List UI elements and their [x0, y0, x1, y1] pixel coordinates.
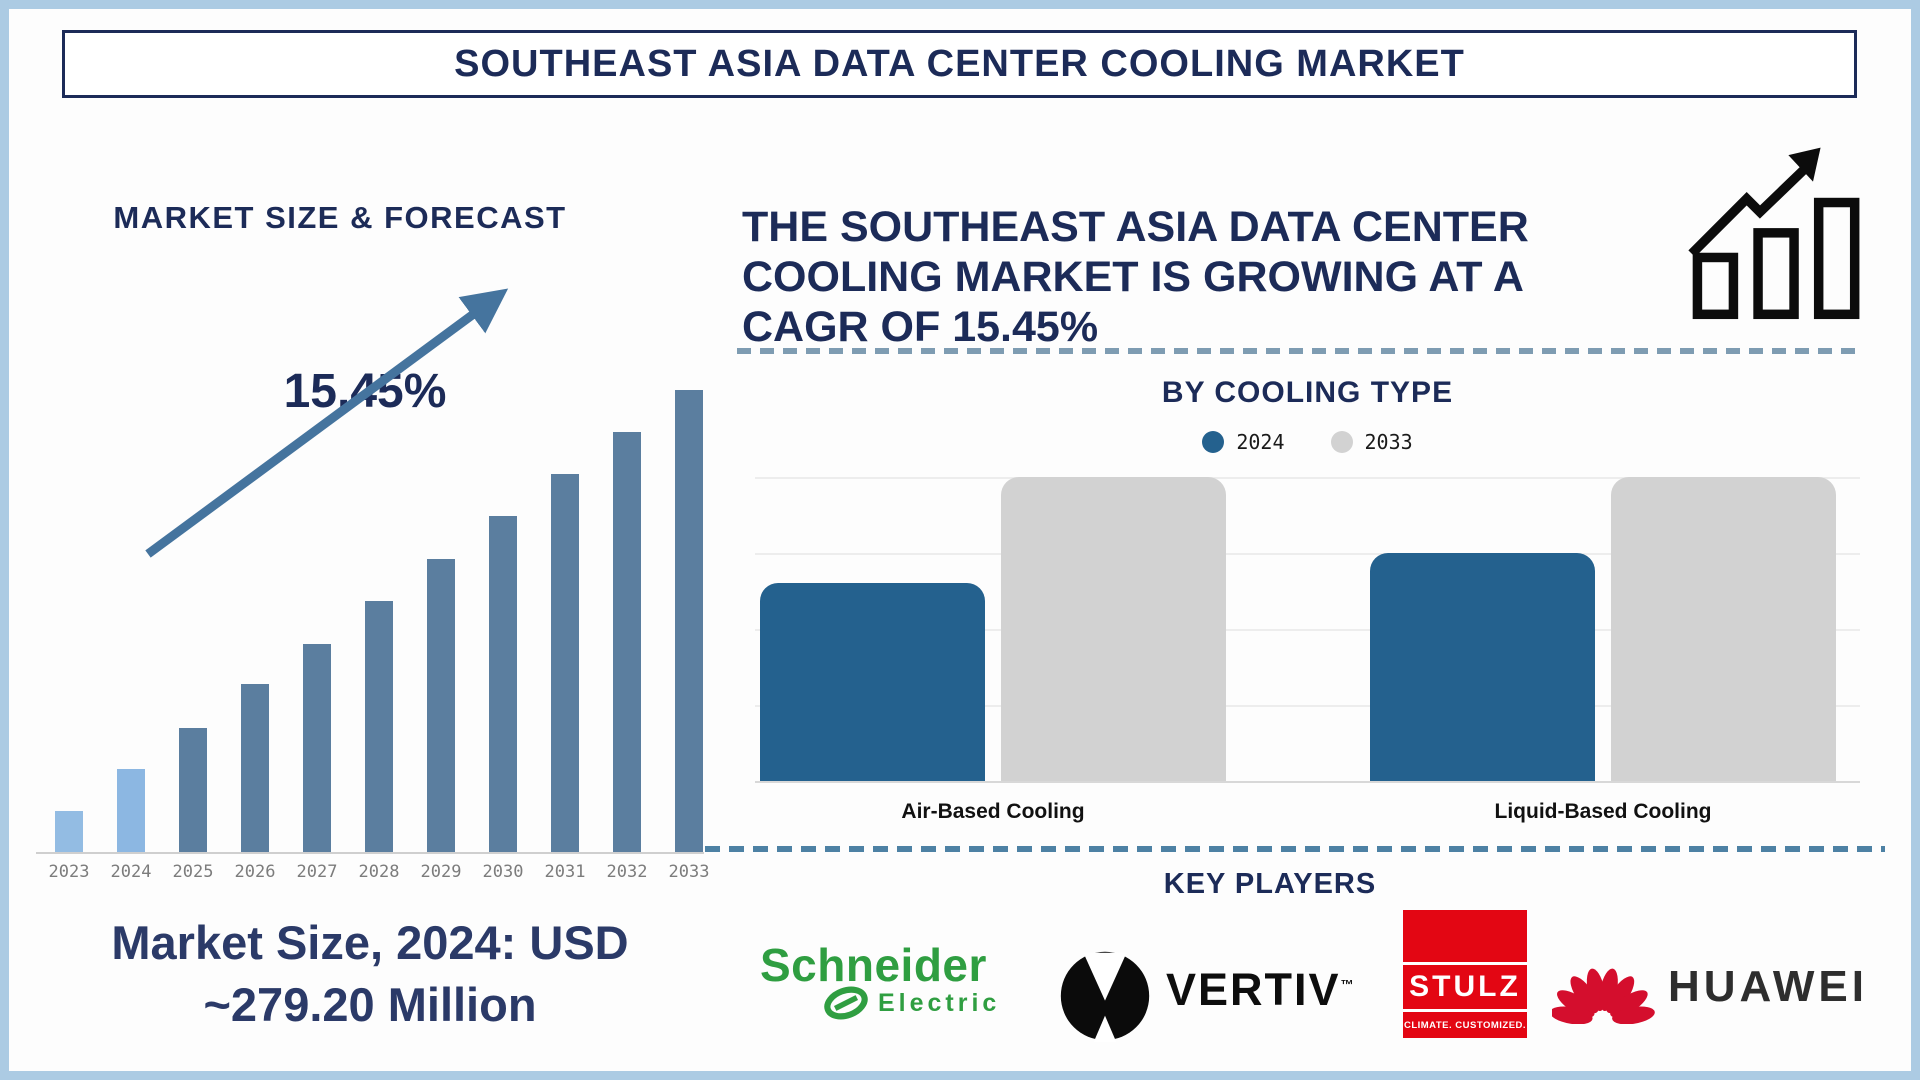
year-label-2025: 2025	[172, 862, 214, 882]
category-label-liquid: Liquid-Based Cooling	[1494, 800, 1712, 823]
cooling-bar-group-air	[760, 477, 1226, 781]
year-label-2028: 2028	[358, 862, 400, 882]
market-bar-2024	[117, 768, 145, 853]
market-size-bar-chart	[38, 390, 720, 853]
market-bar-2028	[365, 600, 393, 853]
market-size-forecast-heading: MARKET SIZE & FORECAST	[113, 200, 567, 235]
year-label-2033: 2033	[668, 862, 710, 882]
legend-item-2024: 2024	[1202, 430, 1285, 454]
year-label-2024: 2024	[110, 862, 152, 882]
key-players-heading: KEY PLAYERS	[1163, 868, 1377, 900]
market-bar-2029	[427, 558, 455, 853]
title-banner: SOUTHEAST ASIA DATA CENTER COOLING MARKE…	[62, 30, 1857, 98]
dashed-divider-top	[737, 348, 1862, 354]
gridline	[755, 629, 1860, 631]
market-bar-2033	[675, 390, 703, 853]
year-label-2023: 2023	[48, 862, 90, 882]
market-bar-2032	[613, 432, 641, 853]
growth-statement: THE SOUTHEAST ASIA DATA CENTER COOLING M…	[742, 202, 1602, 352]
legend-label-2033: 2033	[1364, 430, 1413, 454]
growth-arrow-icon	[145, 288, 509, 558]
year-label-2029: 2029	[420, 862, 462, 882]
gridline	[755, 477, 1860, 479]
legend-label-2024: 2024	[1236, 430, 1285, 454]
vertiv-emblem-icon	[1060, 951, 1150, 1042]
year-label-2030: 2030	[482, 862, 524, 882]
year-axis-labels: 2023 2024 2025 2026 2027 2028 2029 2030 2031 2032…	[38, 862, 720, 882]
gridline	[755, 553, 1860, 555]
chart-legend: 2024 2033	[755, 430, 1860, 454]
market-bar-2025	[179, 727, 207, 853]
page-title: SOUTHEAST ASIA DATA CENTER COOLING MARKE…	[454, 42, 1465, 85]
market-size-callout: Market Size, 2024: USD ~279.20 Million	[40, 912, 700, 1036]
air-based-cooling-2024-bar	[760, 583, 985, 781]
year-label-2031: 2031	[544, 862, 586, 882]
bar-chart-growth-icon	[1688, 147, 1860, 320]
schneider-emblem-icon	[824, 986, 868, 1020]
year-label-2026: 2026	[234, 862, 276, 882]
stulz-wordmark: STULZ	[1409, 970, 1521, 1003]
cooling-bar-group-liquid	[1370, 477, 1836, 781]
legend-item-2033: 2033	[1330, 430, 1413, 454]
market-size-line2: ~279.20 Million	[203, 978, 537, 1031]
market-bar-2030	[489, 516, 517, 853]
growth-statement-line3: CAGR OF 15.45%	[742, 303, 1099, 351]
schneider-electric-word: Electric	[878, 988, 1001, 1017]
stulz-tagline: CLIMATE. CUSTOMIZED.	[1403, 1019, 1527, 1031]
market-bar-2023	[55, 810, 83, 853]
air-based-cooling-2033-bar	[1001, 477, 1226, 781]
liquid-based-cooling-2024-bar	[1370, 553, 1595, 781]
dashed-divider-bottom	[705, 846, 1885, 852]
x-axis-line	[36, 852, 704, 854]
legend-swatch-2033	[1330, 431, 1353, 453]
growth-statement-line2: COOLING MARKET IS GROWING AT A	[742, 253, 1524, 301]
stulz-red-block	[1403, 910, 1527, 962]
market-bar-2031	[551, 474, 579, 853]
market-bar-2027	[303, 643, 331, 853]
year-label-2032: 2032	[606, 862, 648, 882]
schneider-electric-logo: Schneider Electric	[760, 938, 1000, 1020]
stulz-logo: STULZ CLIMATE. CUSTOMIZED.	[1403, 910, 1527, 1038]
vertiv-trademark: ™	[1340, 977, 1356, 992]
liquid-based-cooling-2033-bar	[1611, 477, 1836, 781]
huawei-wordmark: HUAWEI	[1668, 962, 1868, 1011]
cooling-type-bar-chart	[755, 477, 1860, 783]
legend-swatch-2024	[1202, 431, 1225, 453]
gridline	[755, 705, 1860, 707]
year-label-2027: 2027	[296, 862, 338, 882]
vertiv-wordmark: VERTIV™	[1166, 964, 1356, 1015]
category-label-air: Air-Based Cooling	[901, 800, 1085, 823]
huawei-flower-icon	[1552, 968, 1655, 1024]
schneider-wordmark: Schneider	[760, 939, 987, 991]
by-cooling-type-heading: BY COOLING TYPE	[1161, 376, 1454, 409]
market-bar-2026	[241, 684, 269, 853]
growth-statement-line1: THE SOUTHEAST ASIA DATA CENTER	[742, 203, 1529, 251]
market-size-line1: Market Size, 2024: USD	[111, 916, 629, 969]
